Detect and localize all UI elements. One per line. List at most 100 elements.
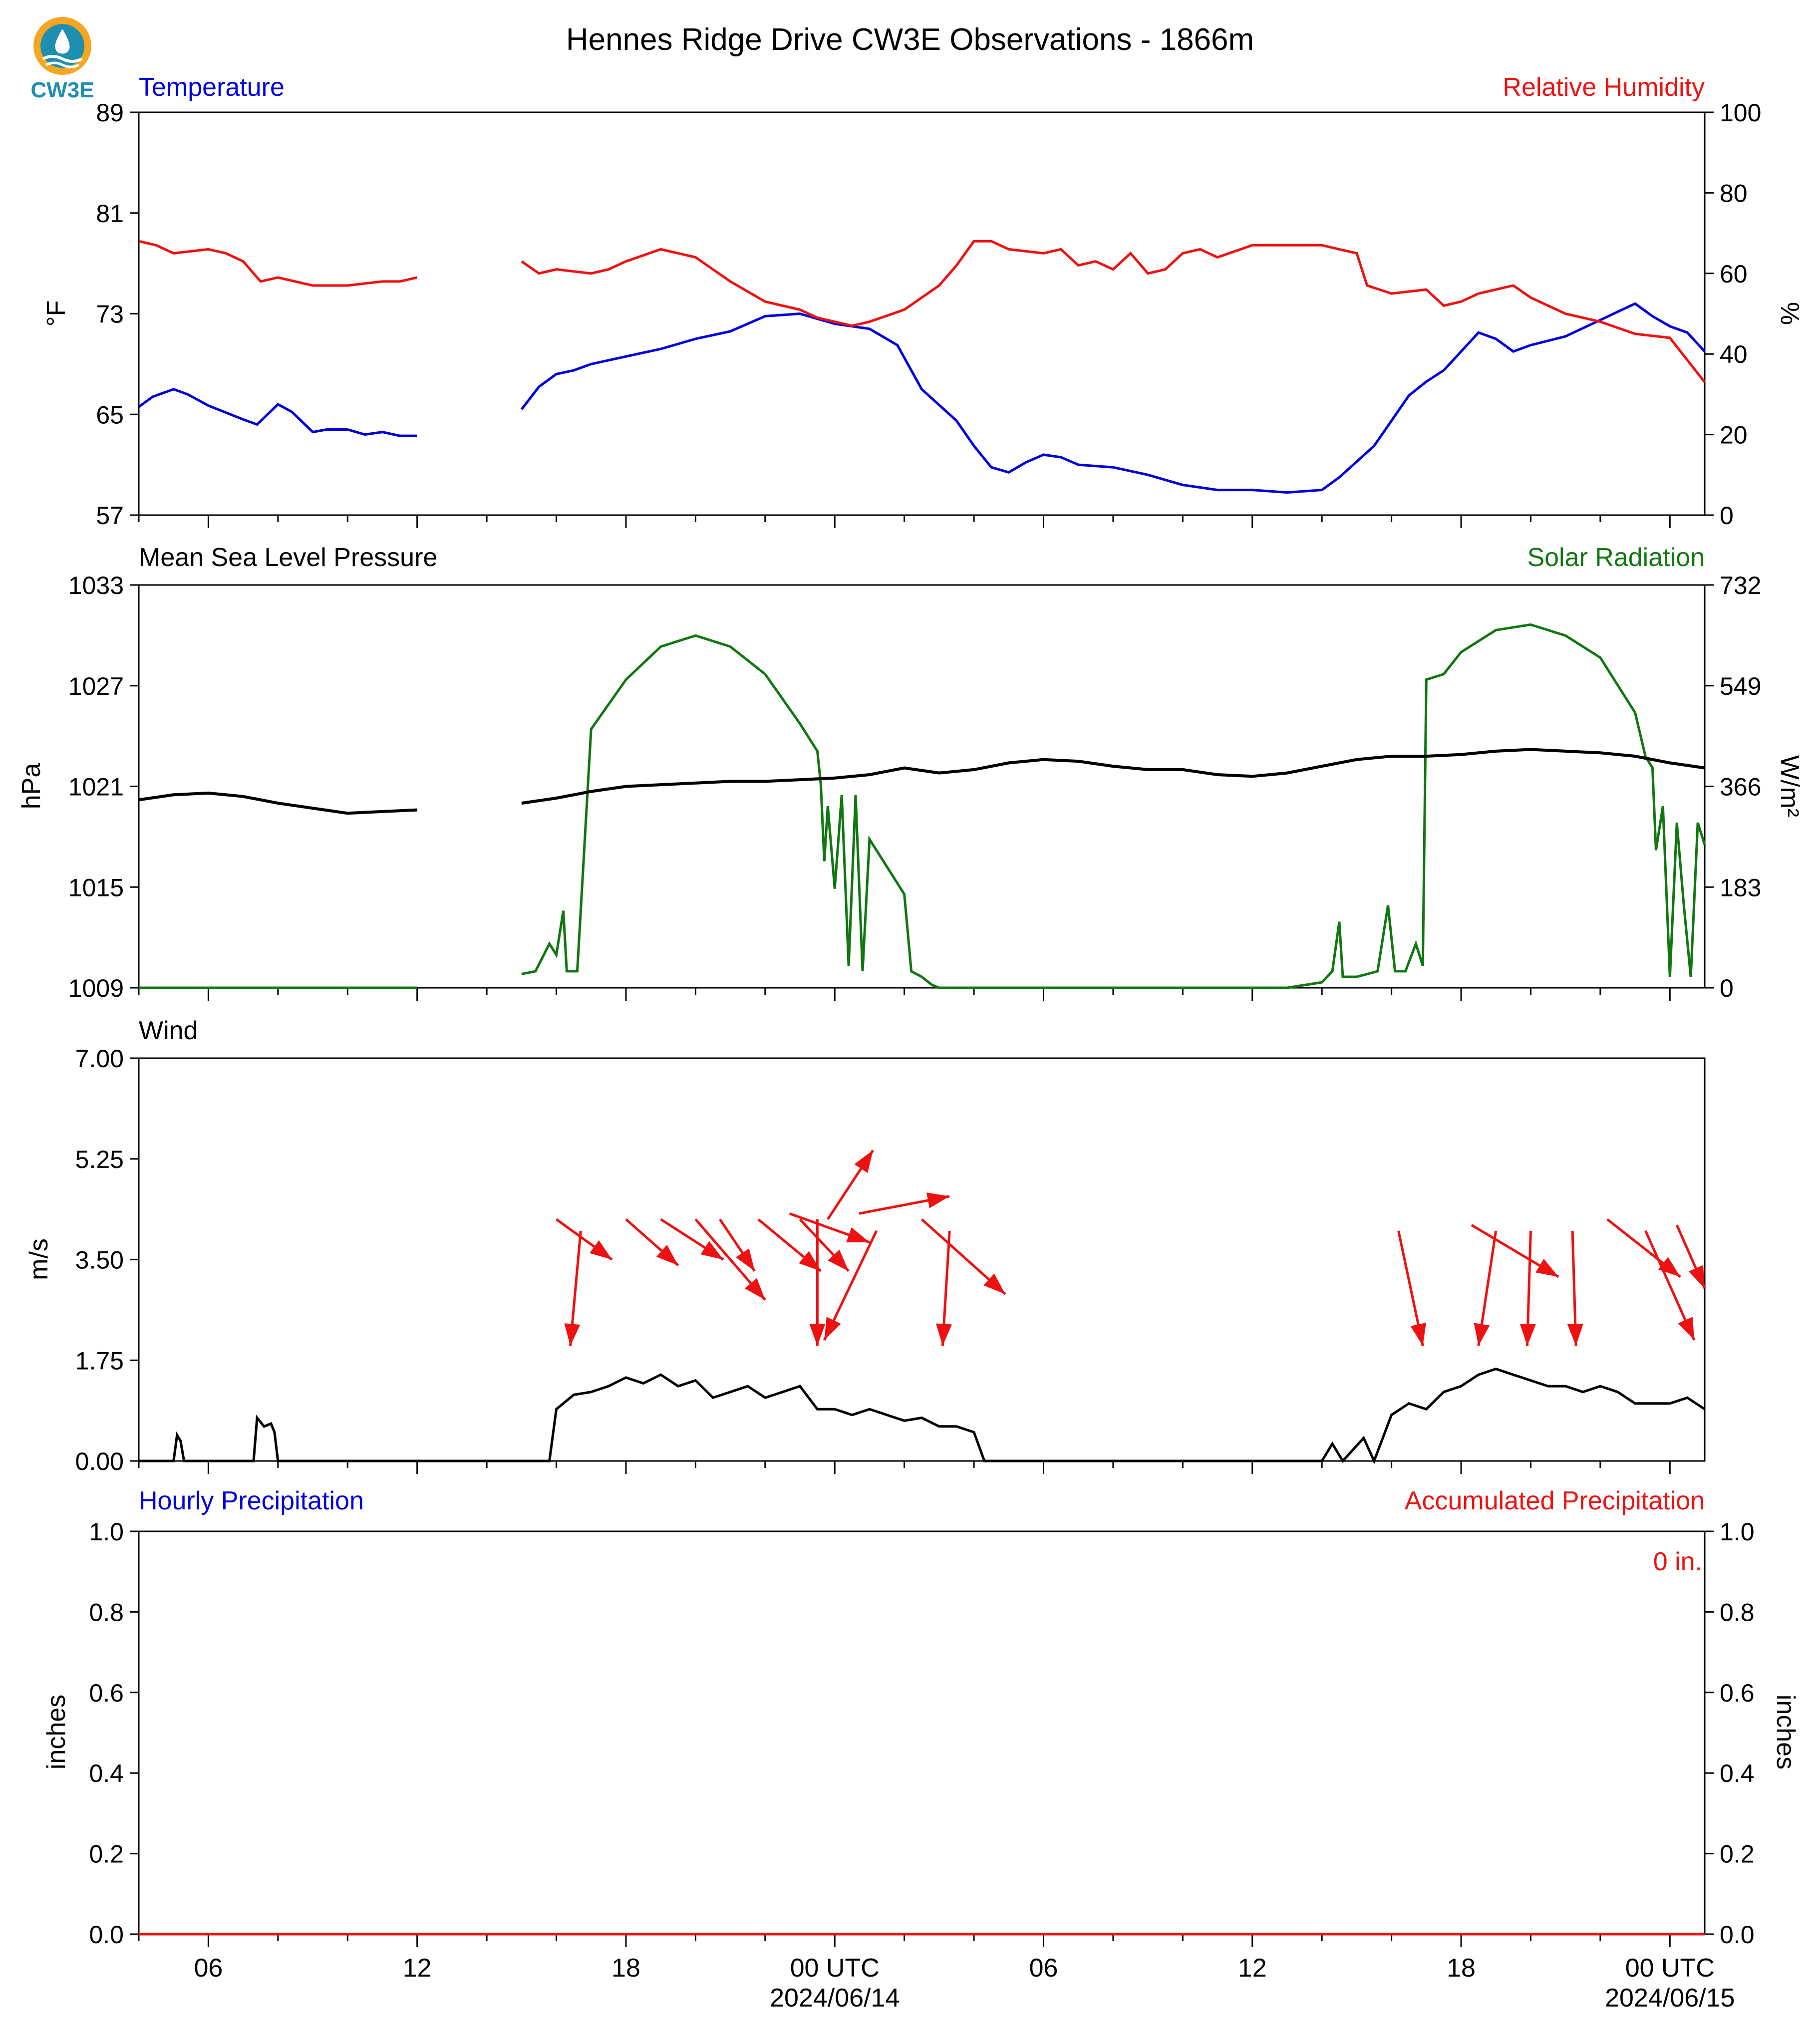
y-tick-label: 0.00 <box>75 1448 124 1475</box>
wind-arrow-head <box>828 1249 849 1271</box>
series-solar-radiation-line <box>139 623 1706 989</box>
y-tick-label: 89 <box>96 99 124 127</box>
cw3e-logo: CW3E <box>25 15 100 105</box>
wind-arrow-head <box>1658 1257 1681 1277</box>
chart-title: Hennes Ridge Drive CW3E Observations - 1… <box>566 22 1254 57</box>
wind-arrow <box>719 1218 756 1272</box>
panel-precip-left-ticks: 0.0 0.2 0.4 0.6 0.8 1.0 <box>89 1518 139 1949</box>
wind-arrow-head <box>809 1324 826 1346</box>
panel-pres-right-unit: W/m² <box>1775 755 1804 817</box>
wind-arrow-head <box>736 1248 755 1271</box>
logo-wave <box>42 55 83 63</box>
wind-arrow-head <box>824 1317 841 1340</box>
wind-arrow <box>1606 1218 1681 1278</box>
panel-pressure: Mean Sea Level Pressure Solar Radiation … <box>17 543 1804 1002</box>
wind-arrow-head <box>564 1323 581 1346</box>
y-tick-label: 1.0 <box>89 1518 124 1546</box>
panel-precip-right-unit: inches <box>1771 1695 1800 1769</box>
panel-pres-right-title: Solar Radiation <box>1527 543 1705 572</box>
panel-temp-frame <box>138 111 1706 516</box>
y-tick-label: 0.6 <box>1720 1679 1755 1707</box>
wind-arrow-head <box>846 1227 870 1243</box>
panel-wind-frame <box>138 1057 1706 1462</box>
wind-arrow <box>1471 1224 1559 1278</box>
wind-arrow <box>694 1218 766 1301</box>
y-tick-label: 7.00 <box>75 1045 124 1073</box>
y-tick-label: 183 <box>1720 873 1761 901</box>
y-tick-label: 366 <box>1720 773 1761 801</box>
series-relative-humidity-line <box>138 240 1706 383</box>
wind-arrow-head <box>1410 1323 1426 1346</box>
y-tick-label: 81 <box>96 200 124 228</box>
y-tick-label: 0.2 <box>89 1840 124 1868</box>
wind-arrow <box>660 1218 724 1261</box>
y-tick-label: 60 <box>1720 260 1748 288</box>
y-tick-label: 1015 <box>68 873 124 901</box>
wind-arrow-head <box>936 1323 952 1346</box>
x-tick-label: 06 <box>1029 1954 1058 1983</box>
wind-arrow-head <box>590 1240 612 1260</box>
wind-arrow-head <box>1567 1323 1583 1346</box>
wind-arrow <box>1675 1224 1706 1289</box>
y-tick-label: 65 <box>96 401 124 429</box>
y-tick-label: 20 <box>1720 421 1748 449</box>
wind-arrow-head <box>744 1278 765 1300</box>
logo-drop-icon <box>55 29 70 54</box>
x-tick-label: 00 UTC <box>1625 1954 1715 1983</box>
wind-arrow-head <box>1678 1317 1695 1340</box>
wind-arrow-head <box>854 1150 873 1173</box>
y-tick-label: 3.50 <box>75 1246 124 1274</box>
wind-arrow <box>827 1150 874 1220</box>
panel-precip-frame <box>138 1530 1706 1935</box>
logo-text: CW3E <box>30 78 94 102</box>
x-date-label: 2024/06/15 <box>1605 1984 1735 2013</box>
wind-arrow <box>564 1230 582 1346</box>
panel-precip: Hourly Precipitation Accumulated Precipi… <box>42 1486 1800 2013</box>
panel-pres-left-title: Mean Sea Level Pressure <box>139 543 437 572</box>
x-tick-label: 18 <box>611 1954 640 1983</box>
y-tick-label: 0.0 <box>1720 1921 1755 1949</box>
y-tick-label: 1.75 <box>75 1347 124 1375</box>
wind-arrow <box>920 1218 1006 1295</box>
panel-wind-left-ticks: 0.00 1.75 3.50 5.25 7.00 <box>75 1045 139 1475</box>
panel-pres-left-unit: hPa <box>17 763 46 810</box>
wind-arrow <box>1519 1230 1536 1346</box>
panel-precip-right-ticks: 0.0 0.2 0.4 0.6 0.8 1.0 <box>1705 1518 1755 1949</box>
wind-arrow-head <box>799 1251 821 1271</box>
y-tick-label: 0.4 <box>89 1759 124 1787</box>
panel-temp-left-title: Temperature <box>139 73 285 102</box>
y-tick-label: 40 <box>1720 340 1748 368</box>
wind-arrow-head <box>983 1273 1005 1294</box>
wind-arrow <box>1644 1230 1696 1341</box>
wind-arrow <box>556 1218 613 1261</box>
y-tick-label: 1.0 <box>1720 1518 1755 1546</box>
wind-arrow <box>859 1192 950 1215</box>
panel-wind: Wind 0.00 1.75 3.50 5.25 7.00 m/s <box>24 1016 1706 1475</box>
y-tick-label: 80 <box>1720 179 1748 207</box>
panel-temp-left-ticks: 57 65 73 81 89 <box>96 99 139 530</box>
panel-wind-x-ticks <box>138 1461 1671 1474</box>
y-tick-label: 0.0 <box>89 1921 124 1949</box>
precip-total-label: 0 in. <box>1653 1547 1702 1576</box>
panel-precip-right-title: Accumulated Precipitation <box>1405 1486 1705 1515</box>
series-wind-speed-line <box>139 1367 1706 1464</box>
y-tick-label: 0.8 <box>1720 1598 1755 1626</box>
wind-arrow-head <box>1688 1265 1705 1289</box>
panel-pres-left-ticks: 1009 1015 1021 1027 1033 <box>68 572 139 1002</box>
panel-pres-x-ticks <box>138 988 1671 1001</box>
panel-temp-right-title: Relative Humidity <box>1503 73 1705 102</box>
wind-arrow <box>809 1219 826 1346</box>
panel-pres-right-ticks: 0 183 366 549 732 <box>1705 572 1761 1002</box>
wind-arrow <box>823 1230 878 1341</box>
wind-arrow <box>1397 1230 1426 1346</box>
panel-precip-left-unit: inches <box>42 1695 71 1769</box>
series-temperature-line <box>138 302 1706 494</box>
panel-temp-right-ticks: 0 20 40 60 80 100 <box>1705 99 1761 530</box>
series-pressure-line <box>138 748 1705 815</box>
wind-arrow <box>757 1218 822 1272</box>
y-tick-label: 73 <box>96 300 124 328</box>
panel-wind-left-unit: m/s <box>24 1238 53 1280</box>
y-tick-label: 1033 <box>68 572 124 599</box>
